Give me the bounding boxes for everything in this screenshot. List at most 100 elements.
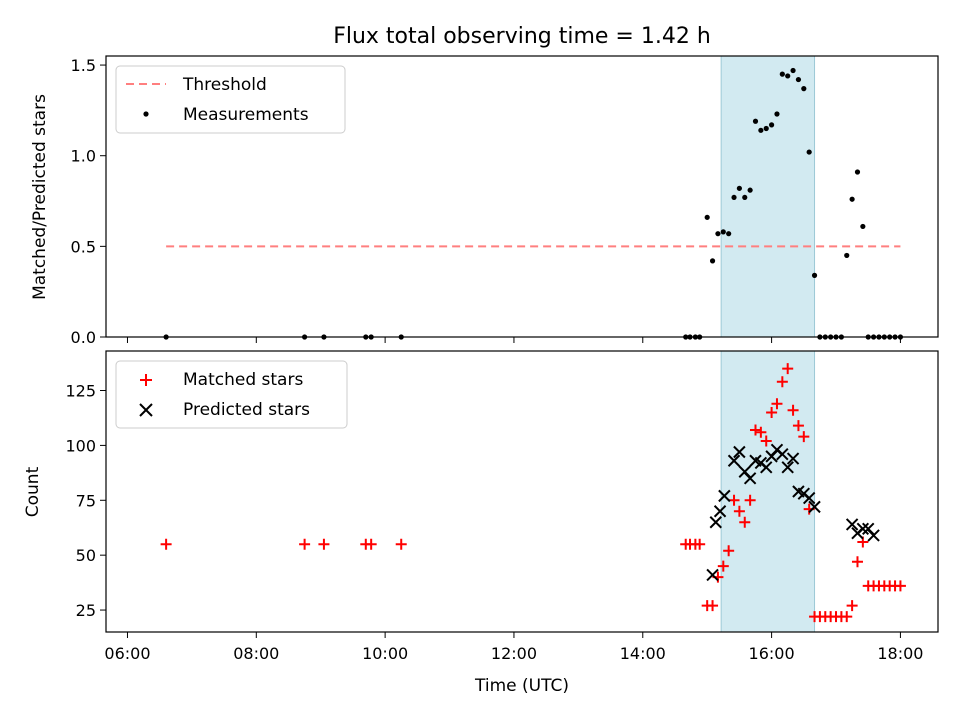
top-legend: Threshold Measurements: [115, 65, 346, 134]
matched-star-point: [851, 556, 863, 568]
predicted-star-point: [781, 461, 794, 474]
top-shaded-span: [720, 55, 816, 338]
bottom-axes-frame: [105, 350, 939, 633]
top-axes-frame: [105, 55, 939, 338]
predicted-star-point: [808, 500, 821, 514]
matched-star-point: [792, 420, 804, 432]
measurement-point: [715, 231, 721, 237]
y-tick-label: 1.0: [71, 147, 96, 166]
matched-star-point: [841, 611, 853, 623]
matched-star-point: [760, 435, 772, 447]
bottom-x-ticks: 06:00 08:00 10:00 12:00 14:00 16:00 18:00: [104, 632, 923, 663]
y-tick-label: 0.5: [71, 237, 96, 256]
measurement-point: [736, 185, 742, 191]
predicted-star-point: [706, 568, 719, 582]
matched-star-point: [728, 494, 740, 506]
predicted-star-point: [718, 489, 731, 503]
matched-star-point: [755, 426, 767, 438]
measurement-point: [726, 231, 732, 237]
bottom-y-axis-label: Count: [23, 466, 43, 517]
y-tick-label: 125: [65, 382, 96, 401]
matched-star-point: [798, 431, 810, 443]
measurement-point: [801, 86, 807, 92]
x-tick-label: 12:00: [491, 644, 537, 663]
y-tick-label: 100: [65, 436, 96, 455]
legend-threshold-label: Threshold: [182, 75, 267, 95]
measurement-point: [785, 73, 791, 79]
measurement-point: [731, 194, 737, 201]
measurement-point: [811, 272, 818, 278]
measurement-point: [752, 118, 759, 124]
measurement-point: [854, 169, 861, 175]
top-legend-box: [115, 65, 346, 134]
predicted-star-point: [776, 447, 789, 461]
matched-star-point: [744, 494, 756, 506]
y-tick-label: 1.5: [71, 56, 96, 75]
predicted-star-point: [733, 445, 746, 459]
matched-star-point: [787, 404, 799, 416]
matched-star-point: [782, 363, 794, 375]
predicted-star-point: [709, 516, 722, 529]
y-tick-label: 25: [76, 601, 96, 620]
matched-star-point: [717, 560, 729, 572]
measurement-point: [790, 67, 796, 74]
x-tick-label: 16:00: [749, 644, 795, 663]
bottom-legend: Matched stars Predicted stars: [115, 360, 348, 429]
legend-measurements-label: Measurements: [183, 105, 309, 125]
predicted-star-point: [727, 454, 741, 467]
x-tick-label: 18:00: [877, 644, 923, 663]
matched-star-point: [723, 545, 735, 557]
measurement-point: [747, 187, 753, 193]
measurement-point: [849, 196, 855, 202]
matched-star-point: [766, 406, 778, 418]
predicted-star-point: [867, 529, 880, 542]
x-tick-label: 06:00: [104, 644, 150, 663]
matched-star-point: [776, 376, 788, 388]
y-tick-label: 75: [76, 491, 96, 510]
matched-star-point: [160, 538, 172, 550]
measurement-point: [763, 125, 769, 132]
measurement-point: [709, 258, 716, 264]
matched-star-point: [894, 580, 906, 592]
matched-star-point: [299, 538, 311, 550]
measurement-point: [795, 76, 802, 83]
bottom-series: [160, 363, 906, 623]
predicted-star-point: [786, 452, 800, 465]
top-y-axis-label: Matched/Predicted stars: [30, 94, 50, 300]
measurement-point: [742, 194, 748, 201]
measurement-point: [769, 122, 775, 128]
matched-star-point: [739, 516, 751, 528]
top-panel: Flux total observing time = 1.42 h 0.00.…: [30, 24, 939, 347]
matched-star-point: [733, 505, 745, 517]
predicted-star-point: [743, 472, 757, 485]
predicted-star-point: [713, 505, 727, 518]
measurement-point: [844, 252, 850, 259]
matched-star-point: [318, 538, 330, 550]
measurement-point: [704, 214, 710, 220]
legend-predicted-swatch: [139, 403, 153, 417]
x-axis-label: Time (UTC): [474, 676, 569, 696]
measurement-point: [758, 127, 764, 133]
observing-window-span: [720, 55, 816, 338]
top-x-ticks: [126, 337, 901, 343]
matched-star-point: [707, 600, 719, 612]
measurement-point: [720, 229, 726, 235]
predicted-star-point: [802, 491, 816, 505]
y-tick-label: 50: [76, 546, 96, 565]
measurement-point: [774, 111, 780, 117]
measurement-point: [860, 223, 866, 230]
y-tick-label: 0.0: [71, 328, 96, 347]
x-tick-label: 08:00: [233, 644, 279, 663]
x-tick-label: 10:00: [362, 644, 408, 663]
legend-matched-swatch: [140, 374, 152, 386]
top-series: [163, 67, 904, 340]
measurement-point: [806, 149, 812, 155]
matched-star-point: [771, 398, 783, 410]
predicted-star-point: [856, 522, 870, 536]
measurement-point: [779, 71, 785, 77]
legend-measurements-swatch: [143, 111, 149, 117]
matched-star-point: [694, 538, 706, 550]
bottom-panel: 25 50 75 100 125 06:00 08:00 10:00 12:00 14:00 16…: [23, 350, 939, 696]
